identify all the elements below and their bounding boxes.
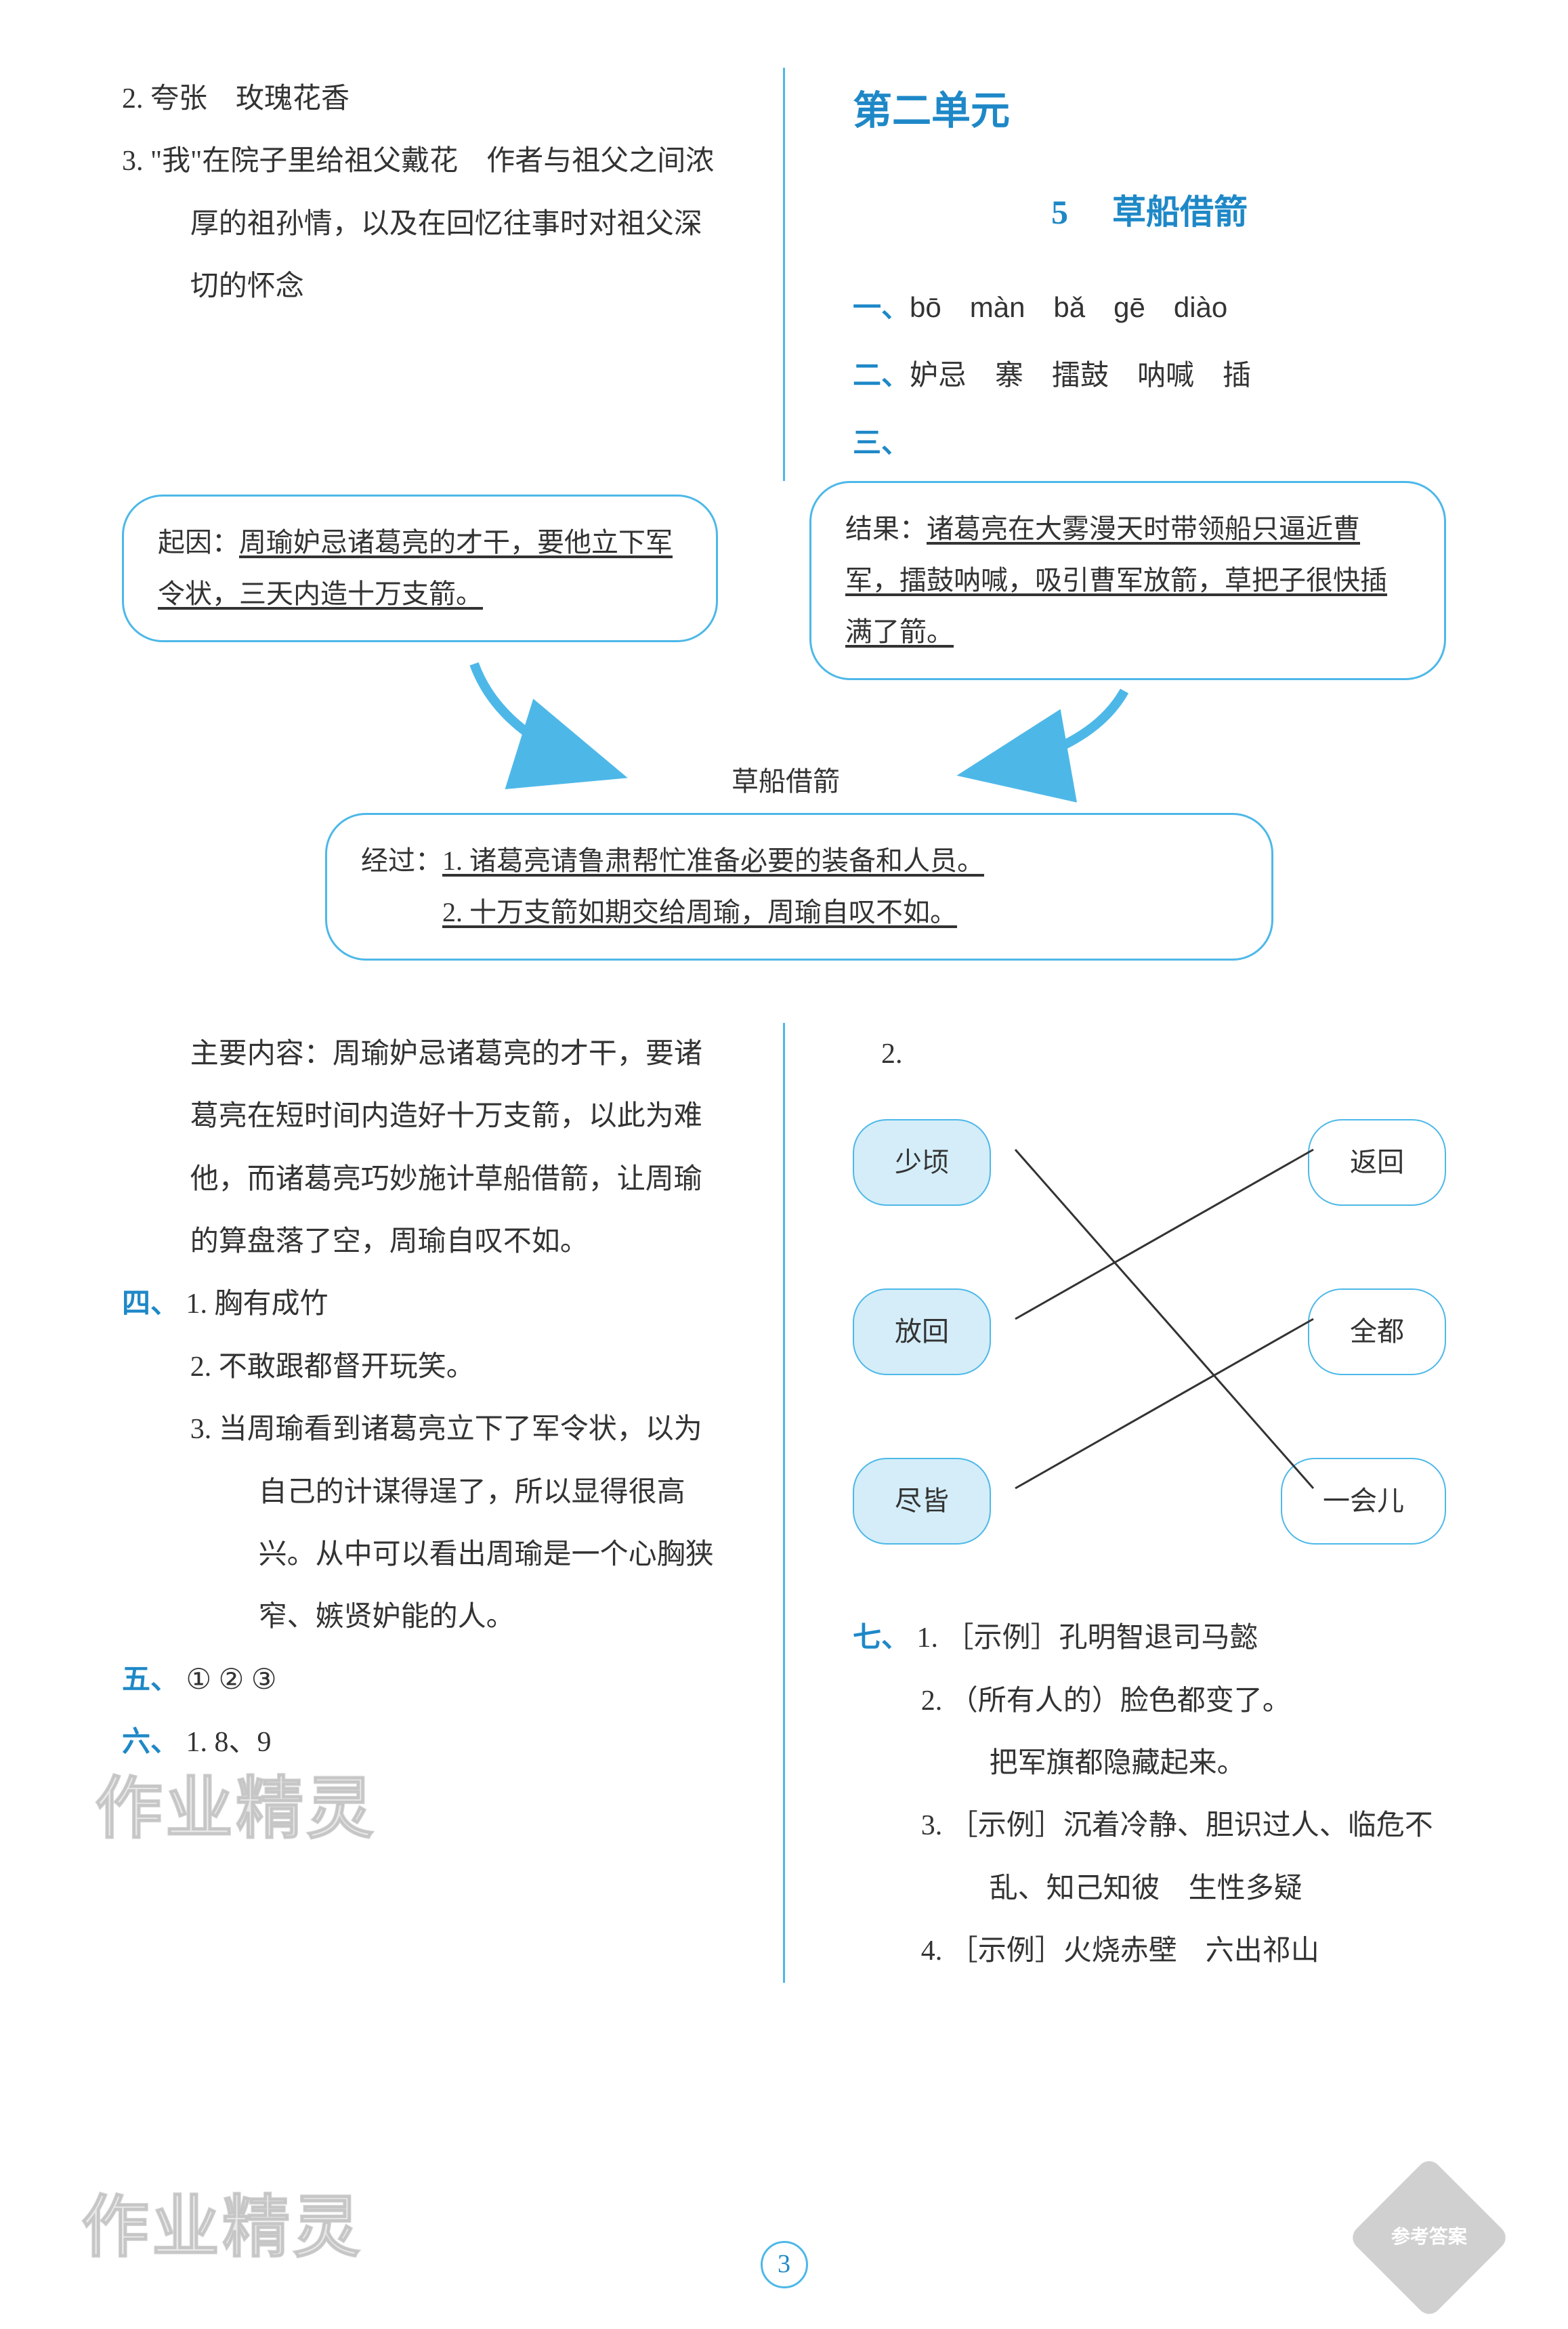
badge-icon: 参考答案 xyxy=(1348,2156,1510,2319)
main-content-block: 主要内容：周瑜妒忌诸葛亮的才干，要诸葛亮在短时间内造好十万支箭，以此为难他，而诸… xyxy=(122,1023,715,1274)
watermark-1: 作业精灵 xyxy=(95,1734,377,1883)
column-divider-bottom xyxy=(783,1023,785,1983)
item-2-label: 2. xyxy=(853,1023,1446,1085)
match-left-1: 放回 xyxy=(853,1288,991,1375)
section-1-label: 一、 xyxy=(853,293,910,324)
match-right-0: 返回 xyxy=(1308,1119,1446,1206)
s7-item-2-text2: 把军旗都隐藏起来。 xyxy=(990,1748,1246,1779)
s4-item-2-text: 不敢跟都督开玩笑。 xyxy=(219,1351,475,1383)
lesson-num: 5 xyxy=(1051,193,1068,231)
section-7: 七、 1. ［示例］孔明智退司马懿 xyxy=(853,1607,1446,1669)
section-3-label: 三、 xyxy=(853,428,910,459)
top-two-column: 2. 夸张 玫瑰花香 3. "我"在院子里给祖父戴花 作者与祖父之间浓厚的祖孙情… xyxy=(122,68,1446,481)
match-right-1: 全都 xyxy=(1308,1288,1446,1375)
top-left-column: 2. 夸张 玫瑰花香 3. "我"在院子里给祖父戴花 作者与祖父之间浓厚的祖孙情… xyxy=(122,68,742,481)
section-1: 一、bō màn bǎ gē diào xyxy=(853,276,1446,339)
section-7-label: 七、 xyxy=(853,1622,910,1654)
section-4-label: 四、 xyxy=(122,1288,179,1320)
answer-key-badge: 参考答案 xyxy=(1372,2180,1487,2295)
s7-item-2-text: （所有人的）脸色都变了。 xyxy=(950,1685,1291,1717)
section-5-label: 五、 xyxy=(122,1664,179,1696)
s7-item-2b: 把军旗都隐藏起来。 xyxy=(853,1732,1446,1795)
bubble-process-label: 经过： xyxy=(361,845,442,876)
section-1-text: bō màn bǎ gē diào xyxy=(910,291,1227,323)
section-2: 二、妒忌 寨 擂鼓 呐喊 插 xyxy=(853,345,1446,407)
s4-item-1-num: 1. xyxy=(186,1288,208,1320)
s4-item-3: 3. 当周瑜看到诸葛亮立下了军令状，以为自己的计谋得逞了，所以显得很高兴。从中可… xyxy=(122,1398,715,1649)
main-content-text: 周瑜妒忌诸葛亮的才干，要诸葛亮在短时间内造好十万支箭，以此为难他，而诸葛亮巧妙施… xyxy=(190,1038,702,1257)
match-left-0: 少顷 xyxy=(853,1119,991,1206)
s4-item-2-num: 2. xyxy=(190,1351,212,1383)
s7-item-3-num: 3. xyxy=(921,1810,943,1841)
item-num: 3. xyxy=(122,146,144,177)
s7-item-4-text: ［示例］火烧赤壁 六出祁山 xyxy=(950,1935,1319,1967)
bubble-result-label: 结果： xyxy=(845,513,927,544)
s4-item-3-text: 当周瑜看到诸葛亮立下了军令状，以为自己的计谋得逞了，所以显得很高兴。从中可以看出… xyxy=(219,1414,714,1633)
page-number: 3 xyxy=(761,2241,808,2288)
s7-item-1-text: ［示例］孔明智退司马懿 xyxy=(946,1622,1258,1654)
bubble-process: 经过：1. 诸葛亮请鲁肃帮忙准备必要的装备和人员。 经过：2. 十万支箭如期交给… xyxy=(325,813,1273,961)
s7-item-4-num: 4. xyxy=(921,1935,943,1967)
matching-exercise: 少顷 放回 尽皆 返回 全都 一会儿 xyxy=(853,1106,1446,1566)
column-divider xyxy=(783,68,785,481)
section-3: 三、 xyxy=(853,413,1446,475)
item-text: 夸张 玫瑰花香 xyxy=(150,83,349,114)
bottom-right-column: 2. 少顷 放回 尽皆 返回 全都 一会儿 七、 1. ［示例］孔明智退司马懿 xyxy=(826,1023,1446,1983)
s4-item-2: 2. 不敢跟都督开玩笑。 xyxy=(122,1336,715,1398)
unit-title: 第二单元 xyxy=(853,68,1446,154)
answer-item-3: 3. "我"在院子里给祖父戴花 作者与祖父之间浓厚的祖孙情，以及在回忆往事时对祖… xyxy=(122,130,715,318)
lesson-title: 5 草船借箭 xyxy=(853,175,1446,249)
badge-text: 参考答案 xyxy=(1391,2225,1467,2250)
top-right-column: 第二单元 5 草船借箭 一、bō màn bǎ gē diào 二、妒忌 寨 擂… xyxy=(826,68,1446,481)
answer-item-2: 2. 夸张 玫瑰花香 xyxy=(122,68,715,130)
bubble-result-text: 诸葛亮在大雾漫天时带领船只逼近曹军，擂鼓呐喊，吸引曹军放箭，草把子很快插满了箭。 xyxy=(845,513,1387,647)
page-footer: 3 xyxy=(0,2241,1568,2288)
item-text: "我"在院子里给祖父戴花 作者与祖父之间浓厚的祖孙情，以及在回忆往事时对祖父深切… xyxy=(150,146,714,302)
section-5: 五、 ① ② ③ xyxy=(122,1649,715,1711)
diagram: 起因：周瑜妒忌诸葛亮的才干，要他立下军令状，三天内造十万支箭。 结果：诸葛亮在大… xyxy=(122,481,1446,996)
s7-item-2-num: 2. xyxy=(921,1685,943,1717)
match-right-2: 一会儿 xyxy=(1281,1458,1446,1545)
bubble-cause-label: 起因： xyxy=(158,527,239,558)
bubble-cause: 起因：周瑜妒忌诸葛亮的才干，要他立下军令状，三天内造十万支箭。 xyxy=(122,495,718,642)
s7-item-3: 3. ［示例］沉着冷静、胆识过人、临危不乱、知己知彼 生性多疑 xyxy=(853,1795,1446,1920)
main-content-label: 主要内容： xyxy=(190,1038,333,1070)
bubble-process-line1: 1. 诸葛亮请鲁肃帮忙准备必要的装备和人员。 xyxy=(442,845,984,876)
match-left-2: 尽皆 xyxy=(853,1458,991,1545)
lesson-name: 草船借箭 xyxy=(1112,193,1248,231)
s7-item-4: 4. ［示例］火烧赤壁 六出祁山 xyxy=(853,1920,1446,1982)
bubble-process-line2: 2. 十万支箭如期交给周瑜，周瑜自叹不如。 xyxy=(442,897,957,927)
diagram-center-title: 草船借箭 xyxy=(732,752,840,812)
section-2-text: 妒忌 寨 擂鼓 呐喊 插 xyxy=(910,360,1251,392)
item-num: 2. xyxy=(122,83,144,114)
s7-item-3-text: ［示例］沉着冷静、胆识过人、临危不乱、知己知彼 生性多疑 xyxy=(950,1810,1433,1904)
page-container: 2. 夸张 玫瑰花香 3. "我"在院子里给祖父戴花 作者与祖父之间浓厚的祖孙情… xyxy=(0,0,1568,2329)
s4-item-1-text: 胸有成竹 xyxy=(215,1288,329,1320)
section-4: 四、 1. 胸有成竹 xyxy=(122,1273,715,1335)
bubble-result: 结果：诸葛亮在大雾漫天时带领船只逼近曹军，擂鼓呐喊，吸引曹军放箭，草把子很快插满… xyxy=(809,481,1446,680)
s7-item-1-num: 1. xyxy=(917,1622,939,1654)
section-2-label: 二、 xyxy=(853,360,910,392)
s4-item-3-num: 3. xyxy=(190,1414,212,1445)
s7-item-2: 2. （所有人的）脸色都变了。 xyxy=(853,1670,1446,1732)
section-5-text: ① ② ③ xyxy=(186,1664,277,1696)
